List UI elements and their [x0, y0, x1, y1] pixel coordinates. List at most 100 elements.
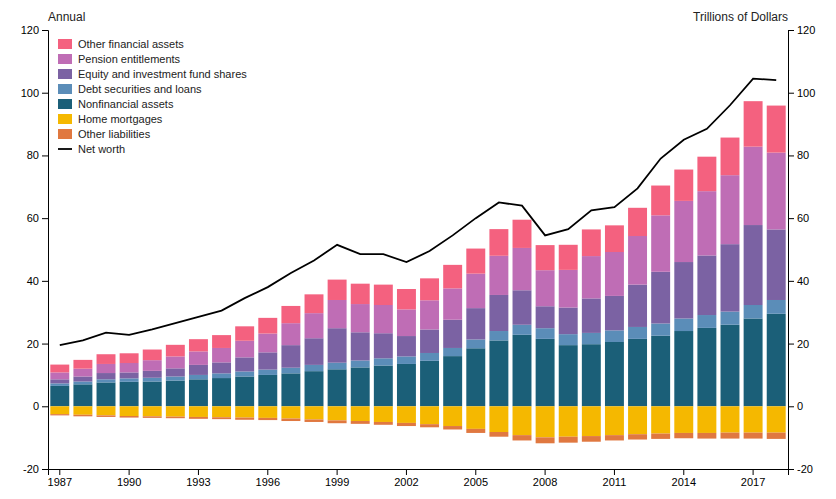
bar-segment — [397, 406, 416, 423]
bar-segment — [212, 417, 231, 419]
bar-segment — [374, 305, 393, 333]
bar-segment — [374, 422, 393, 425]
bar-segment — [258, 334, 277, 353]
bar-segment — [305, 338, 324, 365]
tick-mark — [475, 469, 476, 475]
bar-segment — [582, 256, 601, 298]
bar-segment — [466, 406, 485, 429]
bar-segment — [651, 215, 670, 271]
bar-segment — [420, 300, 439, 329]
bar-segment — [305, 313, 324, 338]
bar-segment — [189, 365, 208, 375]
bar-segment — [559, 308, 578, 335]
tick-mark — [42, 281, 48, 282]
bar-segment — [559, 437, 578, 443]
bar-segment — [443, 320, 462, 348]
bar-segment — [605, 435, 624, 440]
bars — [50, 101, 785, 443]
bar-segment — [97, 364, 116, 373]
tick-mark — [42, 93, 48, 94]
bar-segment — [166, 345, 185, 357]
tick-label: 20 — [27, 338, 39, 350]
bar-segment — [189, 351, 208, 364]
bar-segment — [767, 433, 786, 439]
bar-segment — [189, 375, 208, 379]
bar-segment — [697, 255, 716, 315]
bar-segment — [443, 348, 462, 356]
bar-segment — [489, 331, 508, 340]
legend-swatch — [58, 84, 72, 94]
bar-segment — [50, 383, 69, 386]
tick-label: 120 — [797, 24, 815, 36]
tick-label: 0 — [797, 400, 803, 412]
bar-segment — [97, 382, 116, 406]
tick-mark — [614, 469, 615, 475]
bar-segment — [466, 274, 485, 308]
tick-mark — [42, 406, 48, 407]
bar-segment — [559, 270, 578, 308]
bar-segment — [674, 406, 693, 433]
bar-segment — [744, 318, 763, 406]
bar-segment — [73, 415, 92, 417]
bar-segment — [466, 308, 485, 339]
bar-segment — [536, 328, 555, 339]
bar-segment — [281, 406, 300, 418]
bar-segment — [697, 191, 716, 255]
bar-segment — [651, 272, 670, 324]
bar-segment — [513, 406, 532, 435]
bar-segment — [466, 249, 485, 274]
tick: 1996 — [256, 469, 280, 488]
bar-segment — [628, 208, 647, 236]
tick-label: 1999 — [325, 476, 349, 488]
bar-segment — [605, 330, 624, 342]
tick-mark — [788, 218, 794, 219]
bar-segment — [628, 339, 647, 406]
tick: 80 — [788, 149, 809, 161]
bar-segment — [744, 433, 763, 439]
bar-segment — [189, 379, 208, 406]
bar-segment — [281, 306, 300, 323]
bar-segment — [697, 315, 716, 328]
bar-segment — [420, 361, 439, 406]
bar-segment — [397, 289, 416, 309]
bar-segment — [767, 314, 786, 407]
tick: 2014 — [672, 469, 696, 488]
bar-segment — [328, 328, 347, 362]
legend-item: Equity and investment fund shares — [58, 68, 247, 80]
bar-segment — [443, 426, 462, 429]
legend-label: Equity and investment fund shares — [78, 68, 247, 80]
bar-segment — [120, 416, 139, 418]
tick-mark — [788, 93, 794, 94]
legend-label: Net worth — [78, 143, 125, 155]
bar-segment — [143, 416, 162, 418]
legend-swatch — [58, 148, 72, 150]
bar-segment — [721, 138, 740, 176]
bar-segment — [73, 384, 92, 406]
bar-segment — [536, 245, 555, 270]
legend-item: Pension entitlements — [58, 53, 181, 65]
bar-segment — [697, 433, 716, 439]
tick-label: 60 — [797, 212, 809, 224]
bar-segment — [351, 332, 370, 360]
tick-mark — [337, 469, 338, 475]
legend-item: Other financial assets — [58, 38, 184, 50]
bar-segment — [374, 285, 393, 305]
bar-segment — [374, 333, 393, 358]
tick: 2011 — [603, 469, 627, 488]
tick-label: 120 — [21, 24, 39, 36]
tick-mark — [788, 155, 794, 156]
bar-segment — [143, 406, 162, 416]
bar-segment — [281, 323, 300, 345]
bar-segment — [651, 336, 670, 407]
tick: 1993 — [186, 469, 210, 488]
bar-segment — [258, 352, 277, 369]
tick-label: 2005 — [464, 476, 488, 488]
legend-swatch — [58, 129, 72, 139]
tick: -20 — [23, 463, 48, 475]
legend-item: Home mortgages — [58, 113, 163, 125]
bar-segment — [744, 147, 763, 225]
bar-segment — [674, 433, 693, 438]
bar-segment — [721, 406, 740, 432]
bar-segment — [50, 365, 69, 373]
bar-segment — [235, 406, 254, 417]
